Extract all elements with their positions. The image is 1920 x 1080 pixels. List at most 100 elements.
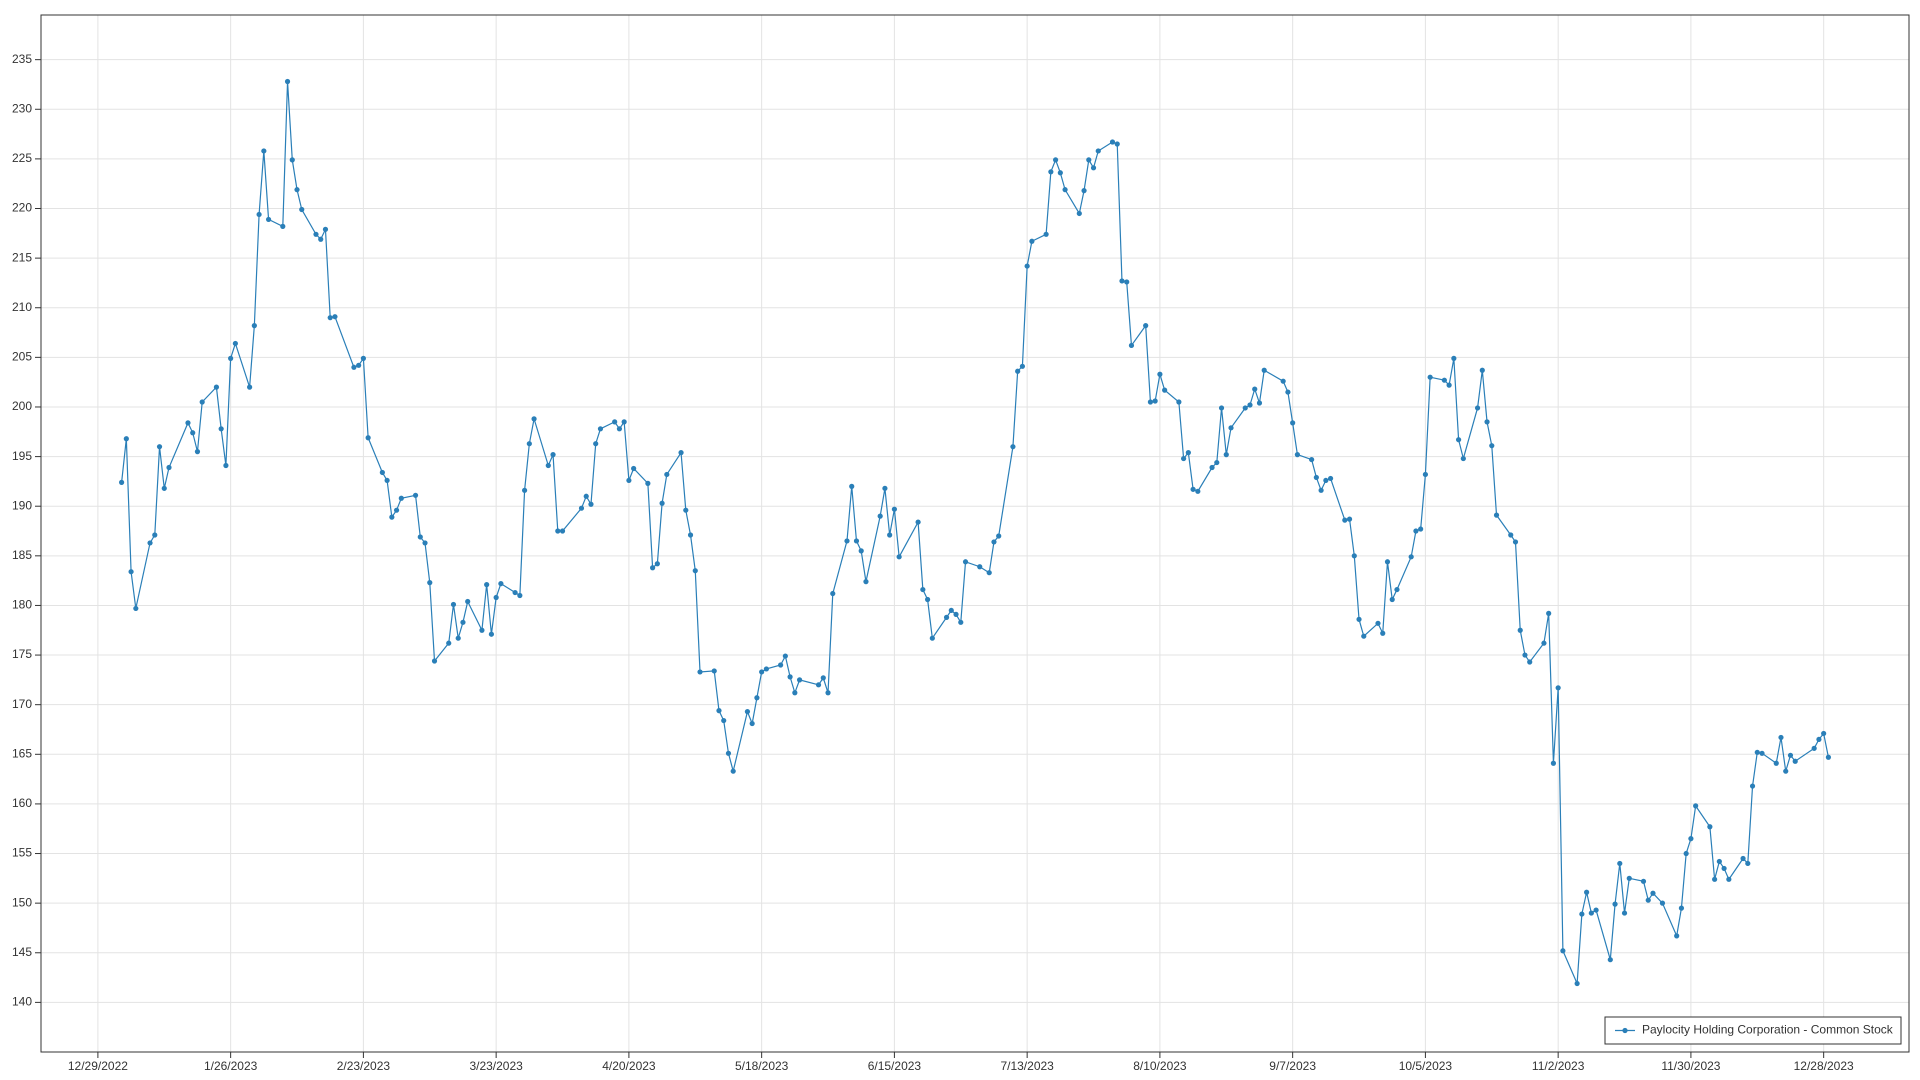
data-point	[1527, 659, 1533, 665]
data-point	[1678, 905, 1685, 911]
data-point	[417, 534, 423, 540]
y-tick-label: 140	[12, 995, 32, 1009]
data-point	[1119, 278, 1125, 284]
data-point	[1408, 554, 1414, 560]
data-point	[351, 364, 357, 370]
data-point	[412, 492, 419, 498]
data-point	[1256, 400, 1263, 406]
x-tick-label: 9/7/2023	[1269, 1059, 1316, 1073]
y-tick-label: 190	[12, 498, 32, 512]
series-line	[121, 81, 1829, 984]
data-point	[1223, 452, 1229, 458]
data-point	[1816, 736, 1822, 743]
legend-label: Paylocity Holding Corporation - Common S…	[1642, 1023, 1894, 1037]
data-point	[612, 419, 618, 425]
data-point	[1214, 459, 1220, 466]
data-point	[118, 479, 125, 485]
y-tick-label: 200	[12, 399, 32, 413]
data-point	[299, 206, 305, 213]
data-point	[1721, 865, 1727, 872]
data-point	[488, 631, 495, 637]
data-point	[1323, 477, 1329, 484]
data-point	[446, 640, 452, 646]
data-point	[1707, 824, 1713, 830]
data-point	[1811, 745, 1817, 751]
data-point	[1015, 368, 1021, 374]
data-point	[265, 216, 272, 223]
data-point	[953, 611, 959, 617]
x-tick-label: 4/20/2023	[602, 1059, 656, 1073]
data-point	[1787, 752, 1794, 758]
data-point	[218, 426, 224, 432]
data-point	[1048, 169, 1054, 175]
data-point	[716, 708, 722, 714]
data-point	[1327, 475, 1334, 482]
data-point	[133, 605, 139, 612]
data-point	[1512, 539, 1519, 545]
data-point	[616, 426, 623, 432]
data-point	[721, 717, 727, 724]
data-point	[1674, 933, 1680, 939]
data-point	[820, 675, 826, 681]
data-point	[166, 464, 172, 471]
data-point	[929, 635, 935, 641]
data-point	[1550, 760, 1557, 766]
data-point	[545, 462, 551, 469]
y-tick-label: 150	[12, 895, 32, 909]
data-point	[1626, 875, 1632, 881]
data-point	[763, 666, 769, 672]
x-tick-label: 5/18/2023	[735, 1059, 789, 1073]
y-tick-label: 160	[12, 796, 32, 810]
data-point	[887, 532, 893, 538]
data-point	[920, 586, 926, 593]
data-point	[1389, 596, 1395, 603]
data-point	[190, 430, 196, 436]
data-point	[1375, 620, 1381, 626]
data-point	[578, 505, 585, 511]
data-point	[1517, 627, 1523, 633]
x-tick-label: 2/23/2023	[337, 1059, 391, 1073]
data-point	[1190, 486, 1196, 492]
data-point	[123, 436, 129, 442]
data-point	[1095, 148, 1101, 154]
x-tick-label: 6/15/2023	[868, 1059, 922, 1073]
x-tick-label: 7/13/2023	[1000, 1059, 1054, 1073]
x-tick-label: 10/5/2023	[1399, 1059, 1453, 1073]
data-point	[792, 690, 798, 696]
y-tick-label: 145	[12, 945, 32, 959]
data-point	[422, 540, 428, 546]
data-point	[1688, 836, 1694, 842]
data-point	[1218, 405, 1225, 411]
data-point	[460, 619, 466, 625]
data-point	[223, 462, 229, 469]
data-point	[1057, 170, 1063, 176]
data-point	[1560, 948, 1566, 954]
data-point	[650, 565, 656, 571]
data-point	[1010, 444, 1016, 450]
data-point	[1783, 768, 1789, 774]
data-point	[327, 315, 333, 321]
y-tick-label: 165	[12, 746, 32, 760]
data-point	[730, 768, 736, 774]
data-point	[455, 635, 461, 641]
data-point	[1726, 876, 1732, 882]
data-point	[1313, 474, 1319, 481]
x-tick-label: 3/23/2023	[469, 1059, 523, 1073]
data-point	[977, 564, 983, 570]
data-point	[986, 570, 992, 576]
data-point	[1024, 263, 1030, 269]
data-point	[1584, 889, 1590, 895]
data-point	[958, 619, 964, 625]
data-point	[1162, 387, 1168, 393]
data-point	[815, 682, 822, 688]
data-point	[1195, 488, 1201, 494]
data-point	[1351, 553, 1357, 559]
data-point	[1645, 897, 1651, 903]
data-point	[778, 662, 784, 668]
data-point	[284, 78, 291, 85]
y-tick-label: 225	[12, 151, 32, 165]
data-point	[228, 355, 234, 361]
data-point	[1640, 878, 1647, 884]
data-point	[1778, 734, 1784, 741]
